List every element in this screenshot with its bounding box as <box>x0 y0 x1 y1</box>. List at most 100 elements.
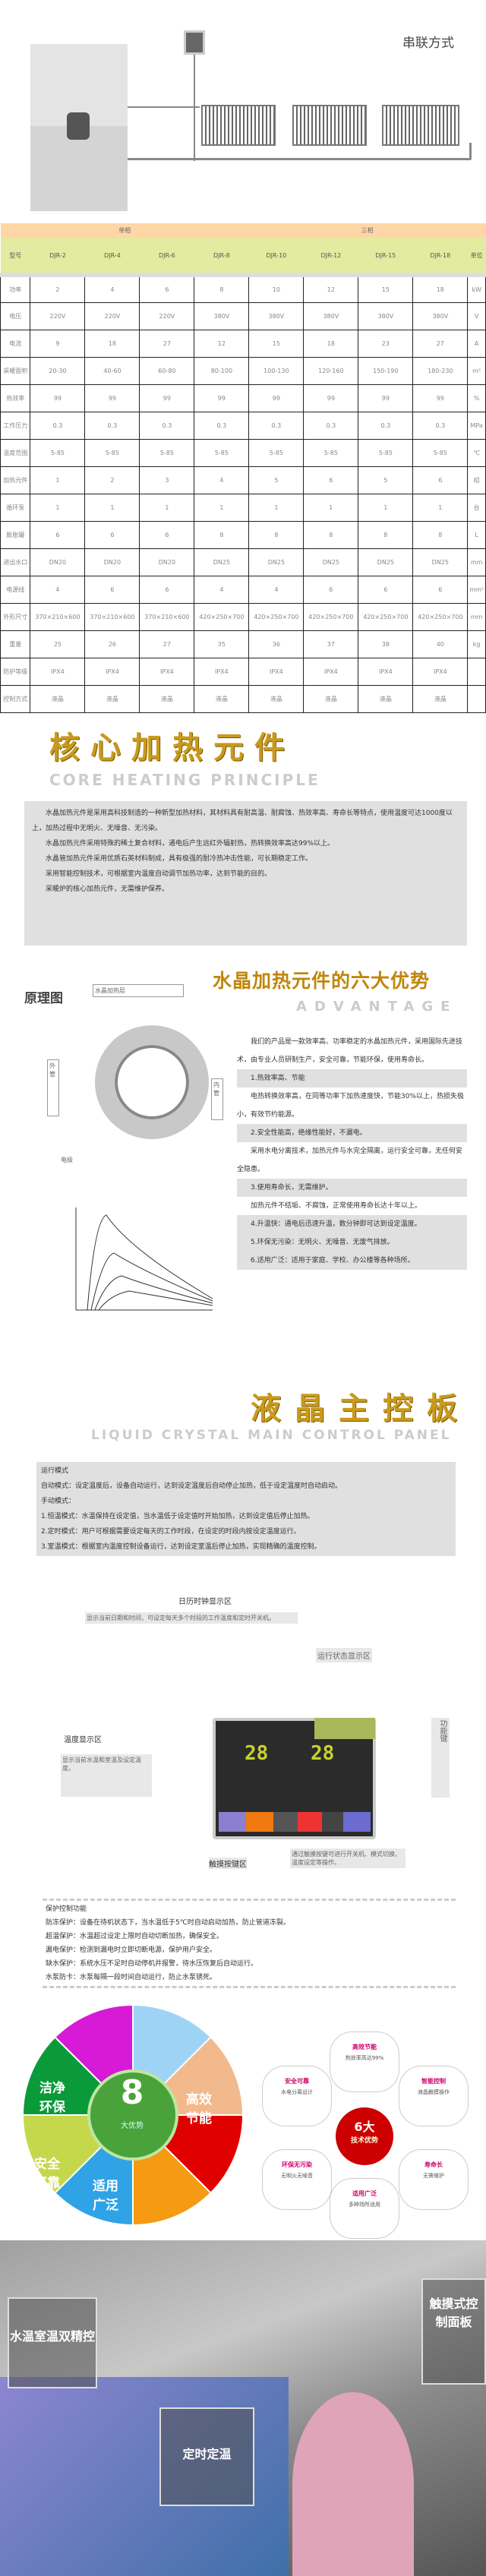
table-cell: 1 <box>248 493 305 522</box>
table-cell: kW <box>467 274 486 303</box>
table-cell: 99 <box>303 384 359 412</box>
advantage-item: 电热转换效率高，在同等功率下加热速度快，节能30%以上，热损失极小，有效节约能源… <box>237 1093 465 1119</box>
table-cell: IPX4 <box>248 657 305 686</box>
touch-keys[interactable] <box>219 1812 371 1832</box>
row-label: 温度范围 <box>0 438 31 467</box>
core-title: 核心加热元件 <box>49 731 295 766</box>
hex-title: 适用广泛 <box>352 2190 377 2197</box>
table-cell: 27 <box>139 630 195 658</box>
table-cell: 420×250×700 <box>194 602 250 631</box>
table-row: 防护等级 IPX4 IPX4 IPX4 IPX4 IPX4 IPX4 IPX4 IPX4 <box>0 657 486 686</box>
table-cell: 8 <box>194 274 250 303</box>
table-cell: 0.3 <box>412 411 469 440</box>
table-cell: DN25 <box>248 548 305 576</box>
paragraph: 防冻保护：设备在待机状态下，当水温低于5℃时自动启动加热，防止管道冻裂。 <box>46 1919 290 1927</box>
table-cell: 5-85 <box>30 438 86 467</box>
table-cell: DN25 <box>358 548 414 576</box>
table-cell: 380V <box>248 301 305 330</box>
table-cell: 6 <box>84 520 140 549</box>
paragraph: 采用智能控制技术，可根据室内温度自动调节加热功率，达到节能的目的。 <box>46 870 272 878</box>
lcd-subtitle: LIQUID CRYSTAL MAIN CONTROL PANEL <box>91 1428 452 1443</box>
core-description: 水晶加热元件是采用高科技制造的一种新型加热材料，其材料具有耐高温、耐腐蚀、热效率… <box>24 801 467 945</box>
photo-label-center: 定时定温 <box>159 2407 254 2506</box>
advantage-title: 水晶加热元件的六大优势 <box>213 970 431 992</box>
group-header: 单相 <box>0 223 249 238</box>
supply-pipe <box>128 106 200 108</box>
table-cell: 37 <box>303 630 359 658</box>
table-cell: 15 <box>358 274 414 303</box>
advantage-hexagon: 安全可靠 水电分离设计 <box>262 2066 332 2126</box>
table-row: 循环泵 1 1 1 1 1 1 1 1 台 <box>0 493 486 522</box>
table-cell: 6 <box>412 575 469 604</box>
table-cell: DN20 <box>139 548 195 576</box>
table-row: 功率 2 4 6 8 10 12 15 18 kW <box>0 274 486 303</box>
core-subtitle: CORE HEATING PRINCIPLE <box>49 771 320 789</box>
column-header: DJR-2 <box>30 238 85 277</box>
eight-advantages-wheel <box>21 2003 245 2227</box>
paragraph: 水晶管加热元件采用优质石英材料制成，具有极强的耐冷热冲击性能，可长期稳定工作。 <box>46 855 313 863</box>
callout-title: 温度显示区 <box>64 1736 102 1744</box>
paragraph: 水晶加热元件是采用高科技制造的一种新型加热材料，其材料具有耐高温、耐腐蚀、热效率… <box>32 810 453 832</box>
row-label: 循环泵 <box>0 493 31 522</box>
table-cell: 5-85 <box>194 438 250 467</box>
advantage-item: 3.使用寿命长，无需维护。 <box>237 1179 467 1197</box>
table-cell: 3 <box>139 466 195 494</box>
table-cell: DN25 <box>194 548 250 576</box>
row-label: 防护等级 <box>0 657 31 686</box>
table-cell: 4 <box>30 575 86 604</box>
table-cell: 60-80 <box>139 356 195 385</box>
column-header: DJR-4 <box>84 238 140 277</box>
paragraph: 1.恒温模式：水温保持在设定值，当水温低于设定值时开始加热，达到设定值后停止加热… <box>41 1513 314 1520</box>
return-pipe <box>128 158 471 160</box>
table-cell: 9 <box>30 329 86 358</box>
table-cell: MPa <box>467 411 486 440</box>
table-row: 加热元件 1 2 3 4 5 6 5 6 组 <box>0 466 486 494</box>
table-cell: mm <box>467 602 486 631</box>
advantage-item: 5.环保无污染：无明火、无噪音、无废气排放。 <box>237 1233 467 1252</box>
table-cell: % <box>467 384 486 412</box>
table-cell: 8 <box>358 520 414 549</box>
table-cell: 1 <box>30 466 86 494</box>
column-header: DJR-18 <box>412 238 468 277</box>
advantage-hexagon: 寿命长 无需维护 <box>399 2149 469 2210</box>
table-cell: 380V <box>194 301 250 330</box>
table-cell: 8 <box>303 520 359 549</box>
table-cell: IPX4 <box>30 657 86 686</box>
touch-panel-photo: 水温室温双精控 定时定温 触摸式控制面板 <box>0 2240 486 2576</box>
table-cell: 台 <box>467 493 486 522</box>
table-cell: 6 <box>412 466 469 494</box>
table-row: 重量 25 26 27 35 36 37 38 40 kg <box>0 630 486 658</box>
column-header: DJR-10 <box>248 238 304 277</box>
table-cell: 420×250×700 <box>412 602 469 631</box>
table-cell: 5-85 <box>412 438 469 467</box>
hex-text: 多种场所适用 <box>349 2202 380 2208</box>
row-label: 热效率 <box>0 384 31 412</box>
lcd-control-panel[interactable]: 28 28 <box>213 1718 376 1839</box>
table-cell: 液晶 <box>358 684 414 713</box>
table-cell: 99 <box>412 384 469 412</box>
table-cell: 液晶 <box>84 684 140 713</box>
table-cell: 180-230 <box>412 356 469 385</box>
principle-label: 水晶加热层 <box>93 984 184 997</box>
table-cell: 18 <box>84 329 140 358</box>
advantage-item: 我们的产品是一款效率高、功率稳定的水晶加热元件，采用国际先进技术，由专业人员研制… <box>237 1038 463 1064</box>
table-cell: 25 <box>30 630 86 658</box>
table-row: 膨胀罐 6 6 6 8 8 8 8 8 L <box>0 520 486 549</box>
wheel-center <box>87 2069 178 2161</box>
table-cell: 5-85 <box>248 438 305 467</box>
principle-label: 外管 <box>47 1059 59 1116</box>
callout-text: 显示当前日期和时间，可设定每天多个时段的工作温度和定时开关机。 <box>85 1612 298 1624</box>
paragraph: 手动模式： <box>41 1498 76 1505</box>
table-cell: IPX4 <box>194 657 250 686</box>
table-cell: 380V <box>358 301 414 330</box>
wheel-item: 洁净环保 <box>39 2081 65 2115</box>
table-cell: 0.3 <box>139 411 195 440</box>
table-row: 工作压力 0.3 0.3 0.3 0.3 0.3 0.3 0.3 0.3 MPa <box>0 411 486 440</box>
table-cell: 99 <box>248 384 305 412</box>
table-cell: 80-100 <box>194 356 250 385</box>
table-cell: 液晶 <box>30 684 86 713</box>
advantage-item: 2.安全性能高，绝缘性能好，不漏电。 <box>237 1124 467 1142</box>
pipe <box>194 55 195 161</box>
connection-mode-title: 串联方式 <box>402 36 454 51</box>
table-row: 热效率 99 99 99 99 99 99 99 99% <box>0 384 486 412</box>
